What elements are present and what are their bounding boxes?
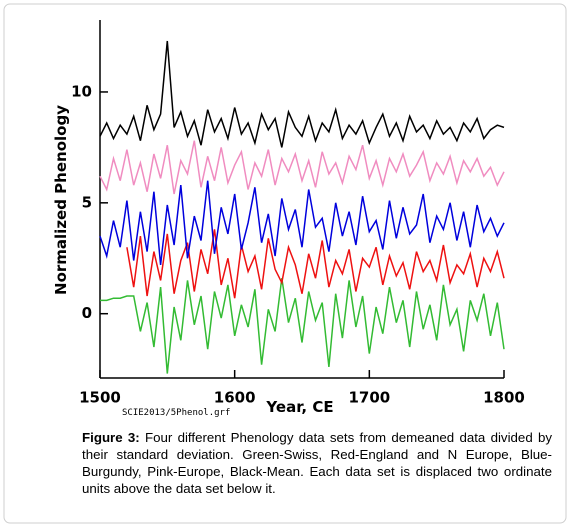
source-note: SCIE2013/5Phenol.grf bbox=[122, 408, 230, 418]
series-line bbox=[99, 180, 505, 265]
series-line bbox=[99, 40, 505, 148]
y-tick-label: 10 bbox=[71, 82, 92, 100]
x-tick-label: 1700 bbox=[348, 389, 390, 407]
x-tick-label: 1500 bbox=[79, 389, 121, 407]
caption-label: Figure 3: bbox=[82, 430, 140, 445]
y-tick-label: 0 bbox=[82, 304, 92, 322]
x-tick-label: 1800 bbox=[483, 389, 525, 407]
caption: Figure 3: Four different Phenology data … bbox=[82, 429, 552, 497]
x-axis-label: Year, CE bbox=[265, 398, 333, 416]
frame bbox=[3, 3, 567, 524]
y-tick-label: 5 bbox=[82, 193, 92, 211]
y-axis-label: Normalized Phenology bbox=[52, 105, 70, 295]
series-line bbox=[100, 278, 505, 374]
series-line bbox=[126, 229, 505, 299]
series-line bbox=[99, 140, 505, 195]
caption-text: Four different Phenology data sets from … bbox=[82, 430, 553, 496]
x-tick-label: 1600 bbox=[214, 389, 256, 407]
